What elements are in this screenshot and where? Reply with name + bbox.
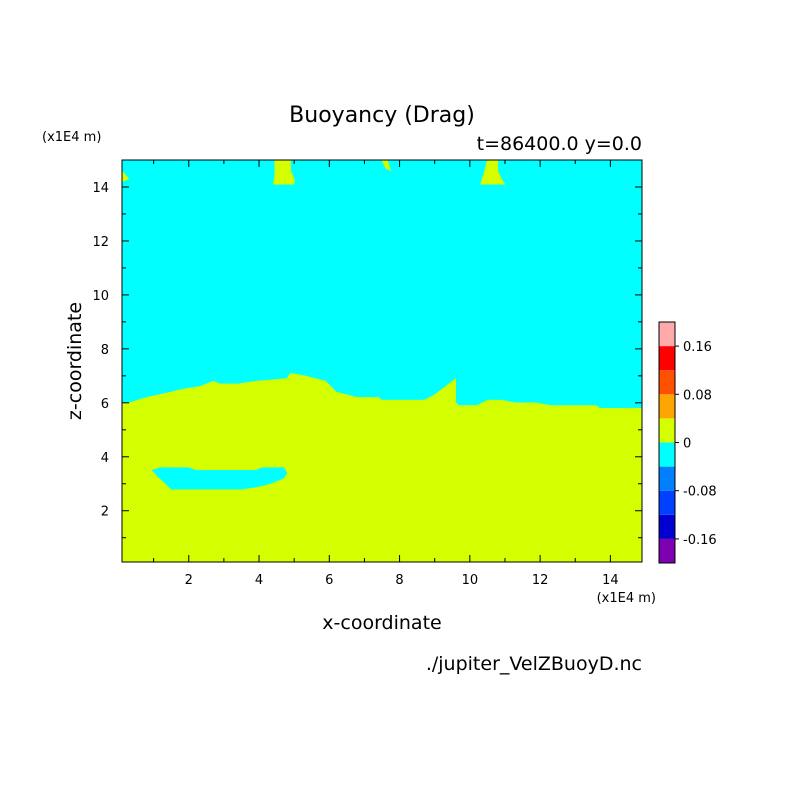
y-tick-label: 2 [101, 505, 109, 520]
colorbar-swatch [659, 442, 675, 467]
x-unit-label: (x1E4 m) [597, 591, 656, 606]
chart-subtitle: t=86400.0 y=0.0 [477, 133, 642, 155]
x-tick-label: 12 [532, 573, 549, 588]
x-tick-label: 4 [255, 573, 263, 588]
y-tick-label: 8 [101, 343, 109, 358]
colorbar-swatch [659, 466, 675, 491]
colorbar-tick-label: 0 [683, 437, 691, 452]
colorbar-swatch [659, 322, 675, 347]
colorbar-tick-label: 0.16 [683, 340, 712, 355]
chart-title: Buoyancy (Drag) [289, 103, 475, 128]
colorbar-tick-label: -0.16 [683, 533, 717, 548]
y-axis-label: z-coordinate [64, 302, 86, 420]
colorbar-swatch [659, 538, 675, 563]
colorbar-swatch [659, 490, 675, 515]
colorbar-tick-label: -0.08 [683, 485, 717, 500]
x-tick-label: 10 [462, 573, 479, 588]
heatmap-region-0 [121, 372, 643, 563]
colorbar-swatch [659, 370, 675, 395]
source-file-label: ./jupiter_VelZBuoyD.nc [426, 653, 642, 675]
y-axis: 2 4 6 8 10 12 14 [92, 181, 642, 539]
y-tick-label: 4 [101, 451, 109, 466]
y-unit-label: (x1E4 m) [42, 130, 101, 145]
heatmap-region-2 [272, 159, 295, 185]
heatmap-region-3 [480, 159, 506, 185]
colorbar-swatch [659, 394, 675, 419]
colorbar-swatch [659, 346, 675, 371]
colorbar-swatch [659, 514, 675, 539]
y-tick-label: 12 [92, 235, 109, 250]
x-tick-label: 8 [395, 573, 403, 588]
heatmap-regions [121, 159, 643, 563]
heatmap-region-1 [151, 467, 288, 490]
y-tick-label: 6 [101, 397, 109, 412]
plot-frame [121, 159, 643, 563]
x-axis: 2 4 6 8 10 12 14 [153, 160, 619, 588]
x-axis-label: x-coordinate [322, 612, 441, 634]
x-tick-label: 14 [602, 573, 619, 588]
colorbar-swatch [659, 418, 675, 443]
y-tick-label: 10 [92, 289, 109, 304]
colorbar-tick-label: 0.08 [683, 388, 712, 403]
x-tick-label: 6 [325, 573, 333, 588]
colorbar: 0.16 0.08 0 -0.08 -0.16 [658, 321, 717, 564]
x-tick-label: 2 [185, 573, 193, 588]
y-tick-label: 14 [92, 181, 109, 196]
